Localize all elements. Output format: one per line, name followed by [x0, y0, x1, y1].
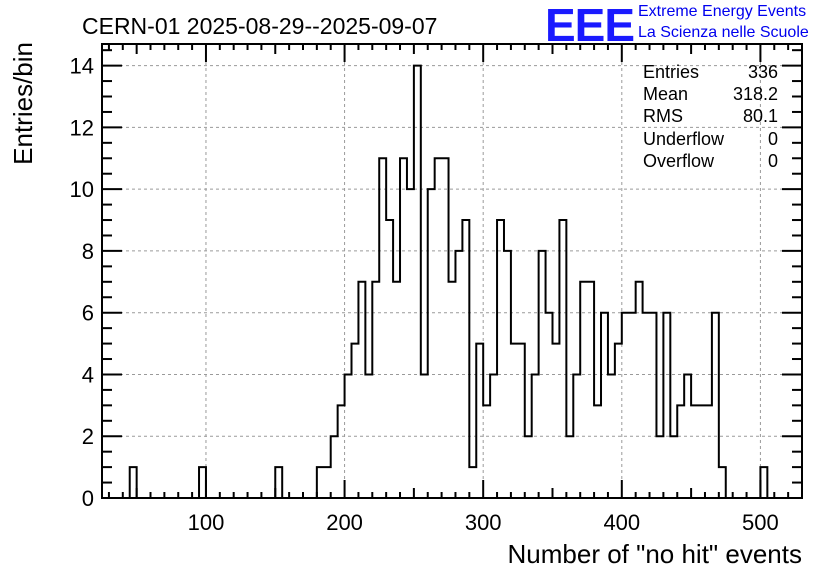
y-tick-label: 8 — [82, 239, 94, 264]
eee-logo-line2: La Scienza nelle Scuole — [638, 24, 809, 41]
stats-value-entries: 336 — [748, 62, 778, 82]
x-tick-label: 400 — [603, 510, 640, 535]
eee-logo-line1: Extreme Energy Events — [638, 3, 807, 20]
stats-label-mean: Mean — [643, 84, 688, 104]
stats-box: Entries 336 Mean 318.2 RMS 80.1 Underflo… — [643, 62, 778, 171]
stats-label-entries: Entries — [643, 62, 699, 82]
x-tick-label: 300 — [465, 510, 502, 535]
eee-logo-mark: EEE — [545, 0, 635, 51]
y-axis-label: Entries/bin — [8, 42, 38, 165]
x-axis-label: Number of "no hit" events — [508, 539, 803, 569]
y-tick-label: 6 — [82, 301, 94, 326]
stats-value-underflow: 0 — [768, 129, 778, 149]
y-tick-label: 4 — [82, 362, 94, 387]
x-tick-label: 200 — [326, 510, 363, 535]
y-tick-label: 14 — [70, 54, 94, 79]
y-tick-label: 12 — [70, 115, 94, 140]
grid-lines — [102, 44, 802, 499]
stats-label-underflow: Underflow — [643, 129, 725, 149]
y-tick-label: 10 — [70, 177, 94, 202]
axes — [102, 44, 803, 499]
x-tick-label: 500 — [742, 510, 779, 535]
tick-labels: 100 200 300 400 500 0 2 4 6 8 10 12 14 — [70, 54, 779, 535]
stats-value-mean: 318.2 — [733, 84, 778, 104]
stats-value-overflow: 0 — [768, 151, 778, 171]
chart-title: CERN-01 2025-08-29--2025-09-07 — [82, 13, 437, 39]
stats-label-rms: RMS — [643, 106, 683, 126]
y-tick-label: 0 — [82, 486, 94, 511]
stats-label-overflow: Overflow — [643, 151, 715, 171]
x-tick-label: 100 — [188, 510, 225, 535]
stats-value-rms: 80.1 — [743, 106, 778, 126]
y-tick-label: 2 — [82, 424, 94, 449]
plot-frame — [101, 43, 803, 499]
